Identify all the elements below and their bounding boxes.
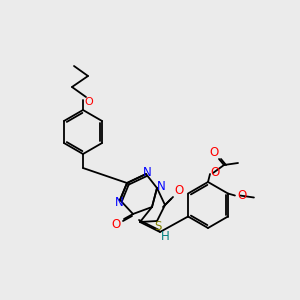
Text: O: O bbox=[237, 189, 247, 202]
Text: N: N bbox=[157, 179, 165, 193]
Text: O: O bbox=[85, 97, 93, 107]
Text: H: H bbox=[160, 230, 169, 244]
Text: N: N bbox=[115, 196, 123, 208]
Text: O: O bbox=[111, 218, 121, 232]
Text: S: S bbox=[154, 220, 162, 232]
Text: O: O bbox=[210, 167, 220, 179]
Text: O: O bbox=[209, 146, 219, 158]
Text: O: O bbox=[174, 184, 184, 197]
Text: N: N bbox=[142, 167, 152, 179]
